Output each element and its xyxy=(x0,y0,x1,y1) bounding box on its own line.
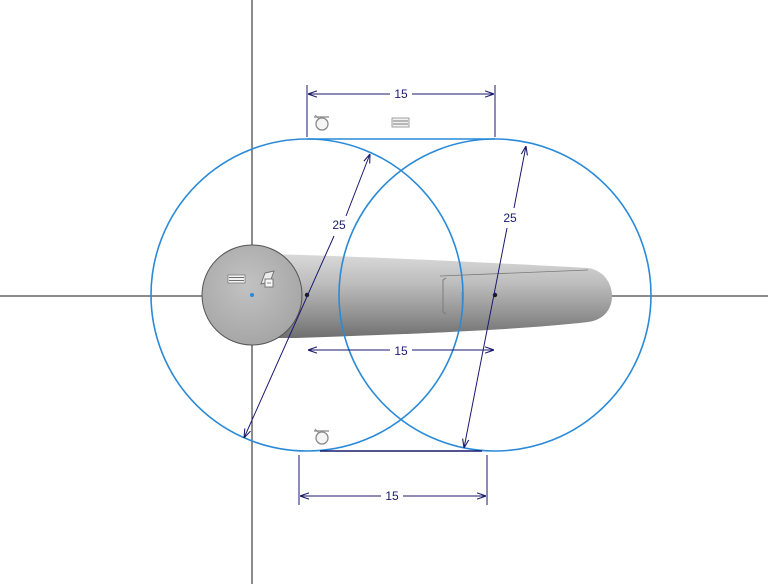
solid-arm-slot xyxy=(442,277,447,315)
dimension-bottom-label[interactable]: 15 xyxy=(385,489,399,503)
dimension-bottom-horizontal[interactable]: 15 xyxy=(298,455,488,505)
solid-arm-body xyxy=(262,254,613,338)
dimension-top-label[interactable]: 15 xyxy=(394,87,408,101)
dimension-top-horizontal[interactable]: 15 xyxy=(306,85,496,137)
fix-constraint-icon[interactable] xyxy=(260,270,275,288)
tangent-constraint-icon[interactable] xyxy=(314,114,329,131)
dimension-middle-label[interactable]: 15 xyxy=(394,344,408,358)
dimension-left-diameter[interactable]: 25 xyxy=(244,154,370,438)
parallel-constraint-icon[interactable] xyxy=(227,274,246,284)
parallel-constraint-icon[interactable] xyxy=(391,117,410,128)
dimension-right-diameter[interactable]: 25 xyxy=(464,146,526,448)
solid-arm-edge xyxy=(439,269,589,277)
origin-point[interactable] xyxy=(250,293,254,297)
tangent-constraint-icon[interactable] xyxy=(314,428,329,445)
dimension-right-label[interactable]: 25 xyxy=(503,211,517,225)
dimension-left-label[interactable]: 25 xyxy=(332,218,346,232)
dimension-middle-horizontal[interactable]: 15 xyxy=(308,344,494,358)
